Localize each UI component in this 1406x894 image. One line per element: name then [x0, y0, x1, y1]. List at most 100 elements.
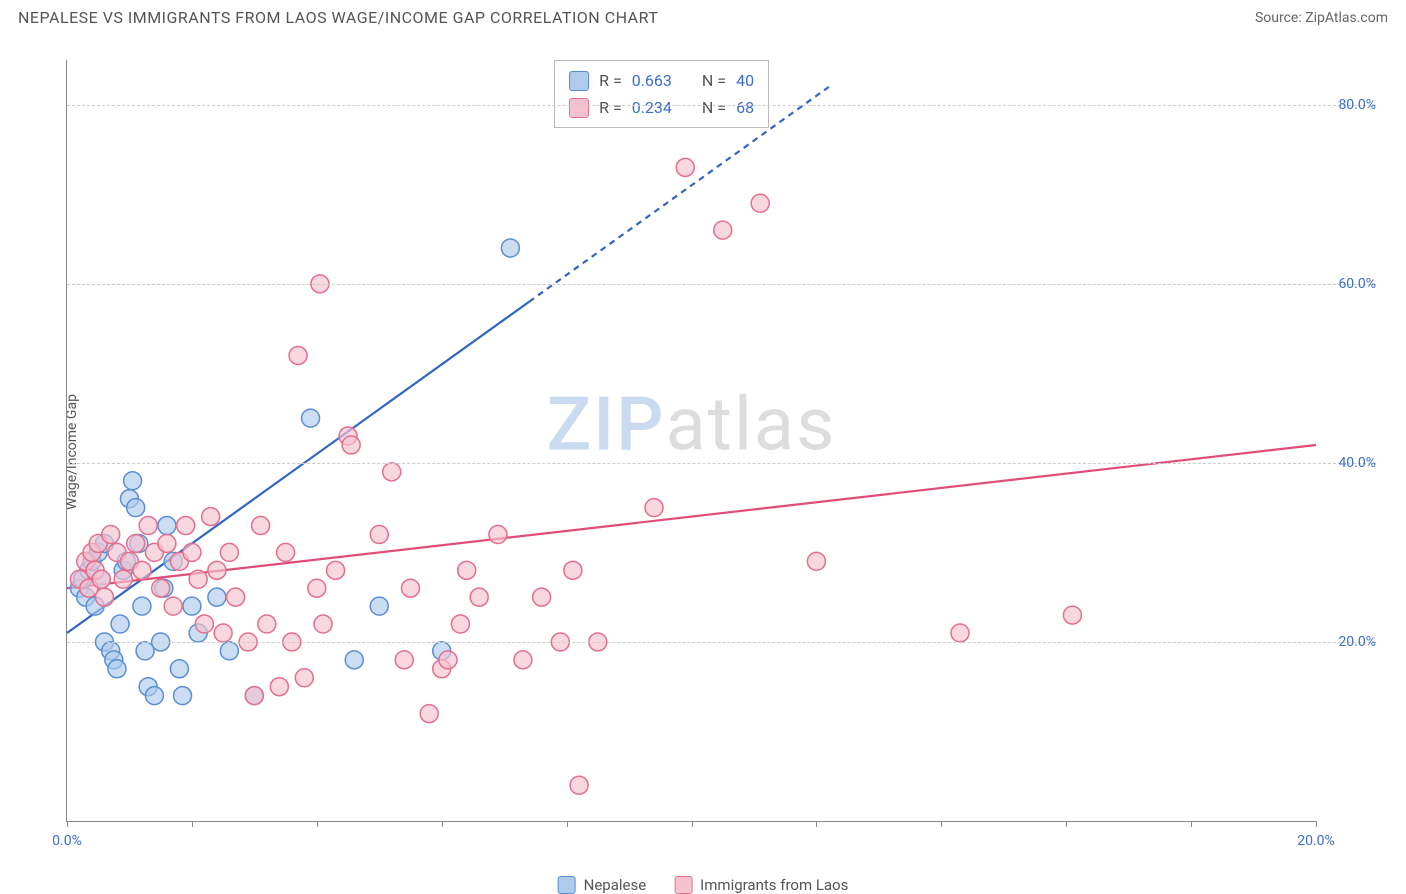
data-point [302, 409, 320, 427]
data-point [951, 624, 969, 642]
data-point [183, 543, 201, 561]
data-point [111, 615, 129, 633]
swatch-icon [569, 98, 589, 118]
data-point [95, 588, 113, 606]
data-point [92, 570, 110, 588]
data-point [370, 597, 388, 615]
x-tick [692, 821, 693, 827]
source-attribution: Source: ZipAtlas.com [1255, 10, 1388, 26]
trend-line [67, 445, 1316, 588]
legend-bottom: Nepalese Immigrants from Laos [558, 876, 849, 894]
gridline [67, 105, 1376, 106]
y-tick-label: 80.0% [1338, 97, 1376, 113]
data-point [345, 651, 363, 669]
data-point [220, 642, 238, 660]
data-point [514, 651, 532, 669]
swatch-icon [558, 876, 576, 894]
data-point [114, 570, 132, 588]
data-point [252, 517, 270, 535]
n-label: N = [702, 94, 726, 121]
data-point [189, 570, 207, 588]
plot-svg [67, 60, 1316, 821]
x-tick [192, 821, 193, 827]
data-point [342, 436, 360, 454]
data-point [208, 561, 226, 579]
data-point [395, 651, 413, 669]
stats-box: R = 0.663 N = 40 R = 0.234 N = 68 [554, 60, 769, 128]
data-point [127, 534, 145, 552]
data-point [108, 660, 126, 678]
data-point [420, 705, 438, 723]
y-tick-label: 40.0% [1338, 455, 1376, 471]
data-point [533, 588, 551, 606]
data-point [451, 615, 469, 633]
data-point [564, 561, 582, 579]
x-tick [67, 821, 68, 827]
x-tick [317, 821, 318, 827]
data-point [152, 579, 170, 597]
plot-area: ZIPatlas R =0.663N =40R =0.234N =68 20.0… [66, 60, 1316, 822]
data-point [139, 517, 157, 535]
r-label: R = [599, 67, 622, 94]
data-point [676, 158, 694, 176]
n-value: 68 [736, 94, 754, 121]
gridline [67, 284, 1376, 285]
data-point [751, 194, 769, 212]
data-point [277, 543, 295, 561]
data-point [170, 660, 188, 678]
data-point [174, 687, 192, 705]
data-point [714, 221, 732, 239]
data-point [133, 597, 151, 615]
x-tick [1066, 821, 1067, 827]
data-point [145, 687, 163, 705]
x-tick-label: 0.0% [52, 833, 82, 849]
data-point [202, 508, 220, 526]
r-value: 0.663 [632, 67, 672, 94]
data-point [214, 624, 232, 642]
data-point [245, 687, 263, 705]
data-point [370, 526, 388, 544]
data-point [327, 561, 345, 579]
data-point [177, 517, 195, 535]
stats-row: R = 0.663 N = 40 [569, 67, 754, 94]
gridline [67, 642, 1376, 643]
data-point [164, 597, 182, 615]
n-label: N = [702, 67, 726, 94]
data-point [289, 346, 307, 364]
chart-title: NEPALESE VS IMMIGRANTS FROM LAOS WAGE/IN… [18, 8, 658, 27]
x-tick [941, 821, 942, 827]
data-point [220, 543, 238, 561]
data-point [308, 579, 326, 597]
data-point [383, 463, 401, 481]
data-point [270, 678, 288, 696]
r-value: 0.234 [632, 94, 672, 121]
stats-row: R = 0.234 N = 68 [569, 94, 754, 121]
data-point [401, 579, 419, 597]
data-point [258, 615, 276, 633]
data-point [439, 651, 457, 669]
data-point [102, 526, 120, 544]
x-tick [1316, 821, 1317, 827]
data-point [208, 588, 226, 606]
x-tick [1191, 821, 1192, 827]
data-point [470, 588, 488, 606]
data-point [807, 552, 825, 570]
y-tick-label: 60.0% [1338, 276, 1376, 292]
gridline [67, 463, 1376, 464]
x-tick [442, 821, 443, 827]
x-tick [567, 821, 568, 827]
data-point [645, 499, 663, 517]
r-label: R = [599, 94, 622, 121]
y-tick-label: 20.0% [1338, 634, 1376, 650]
x-tick-label: 20.0% [1297, 833, 1335, 849]
chart-container: Wage/Income Gap ZIPatlas R =0.663N =40R … [18, 42, 1388, 862]
data-point [227, 588, 245, 606]
swatch-icon [674, 876, 692, 894]
data-point [195, 615, 213, 633]
n-value: 40 [736, 67, 754, 94]
legend-label: Immigrants from Laos [700, 876, 848, 894]
data-point [458, 561, 476, 579]
data-point [570, 776, 588, 794]
data-point [158, 517, 176, 535]
legend-item: Nepalese [558, 876, 647, 894]
